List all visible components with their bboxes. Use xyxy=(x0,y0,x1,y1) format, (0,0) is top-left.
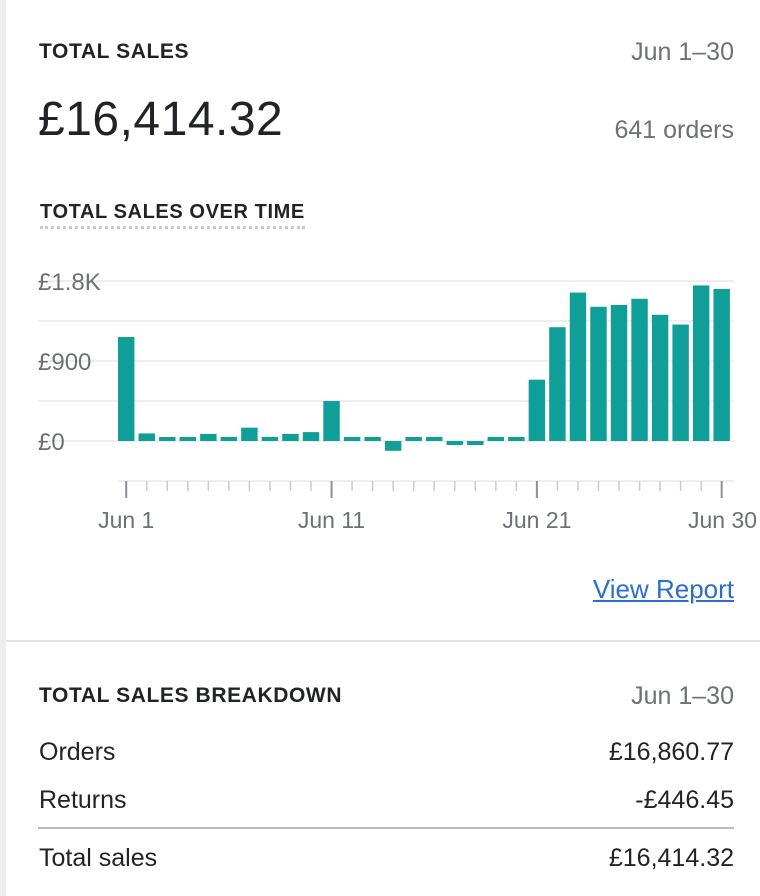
sales-bar[interactable] xyxy=(692,285,710,441)
view-report-link[interactable]: View Report xyxy=(592,574,734,604)
sales-bar[interactable] xyxy=(302,432,320,441)
sales-bar[interactable] xyxy=(241,427,258,441)
breakdown-title: TOTAL SALES BREAKDOWN xyxy=(39,684,343,707)
breakdown-orders-label: Orders xyxy=(39,738,116,766)
sales-bar[interactable] xyxy=(179,437,197,441)
breakdown-date-range: Jun 1–30 xyxy=(631,682,734,710)
y-tick-label: £1.8K xyxy=(38,269,101,296)
section-divider xyxy=(6,640,760,642)
breakdown-total-label: Total sales xyxy=(39,844,158,872)
sales-bar[interactable] xyxy=(118,337,135,441)
x-tick-label: Jun 21 xyxy=(502,507,571,533)
x-tick-label: Jun 30 xyxy=(688,507,757,533)
breakdown-divider xyxy=(38,827,734,829)
sales-bar[interactable] xyxy=(713,289,730,441)
sales-bar[interactable] xyxy=(651,314,669,441)
sales-bar-chart: £0 £900 £1.8K Jun 1 Jun 11 Jun 21 Jun 30 xyxy=(38,269,757,533)
summary-date-range: Jun 1–30 xyxy=(631,38,734,66)
sales-bar[interactable] xyxy=(549,327,566,441)
sales-bar[interactable] xyxy=(508,437,525,441)
y-tick-label: £0 xyxy=(38,429,65,456)
chart-title[interactable]: TOTAL SALES OVER TIME xyxy=(40,201,305,229)
breakdown-returns-value: -£446.45 xyxy=(635,786,734,814)
total-sales-value: £16,414.32 xyxy=(38,93,284,146)
sales-bar[interactable] xyxy=(446,441,463,445)
x-tick-label: Jun 11 xyxy=(298,507,365,533)
sales-bar[interactable] xyxy=(487,437,505,441)
breakdown-orders-value: £16,860.77 xyxy=(608,738,734,766)
sales-bar[interactable] xyxy=(384,441,402,451)
sales-bar[interactable] xyxy=(343,437,361,441)
sales-bar[interactable] xyxy=(590,306,607,441)
breakdown-returns-label: Returns xyxy=(39,786,127,814)
sales-bar[interactable] xyxy=(569,292,587,441)
sales-bar[interactable] xyxy=(610,305,628,441)
sales-bar[interactable] xyxy=(467,441,484,445)
breakdown-total-value: £16,414.32 xyxy=(608,844,734,872)
sales-bar[interactable] xyxy=(364,437,381,441)
sales-bar[interactable] xyxy=(405,437,422,441)
y-tick-label: £900 xyxy=(38,349,91,376)
sales-bar[interactable] xyxy=(528,379,546,441)
sales-bar[interactable] xyxy=(159,437,176,441)
sales-bar[interactable] xyxy=(261,437,279,441)
sales-bar[interactable] xyxy=(200,433,217,441)
sales-bar[interactable] xyxy=(672,324,689,441)
sales-bar[interactable] xyxy=(426,437,443,441)
sales-bar[interactable] xyxy=(282,433,299,441)
orders-count: 641 orders xyxy=(614,116,734,144)
total-sales-title: TOTAL SALES xyxy=(39,40,190,63)
sales-bar[interactable] xyxy=(323,401,340,441)
sales-bar[interactable] xyxy=(631,298,648,441)
sales-bar[interactable] xyxy=(138,433,155,441)
panel-left-border xyxy=(0,0,6,896)
x-tick-label: Jun 1 xyxy=(98,507,154,533)
sales-bar[interactable] xyxy=(220,437,238,441)
